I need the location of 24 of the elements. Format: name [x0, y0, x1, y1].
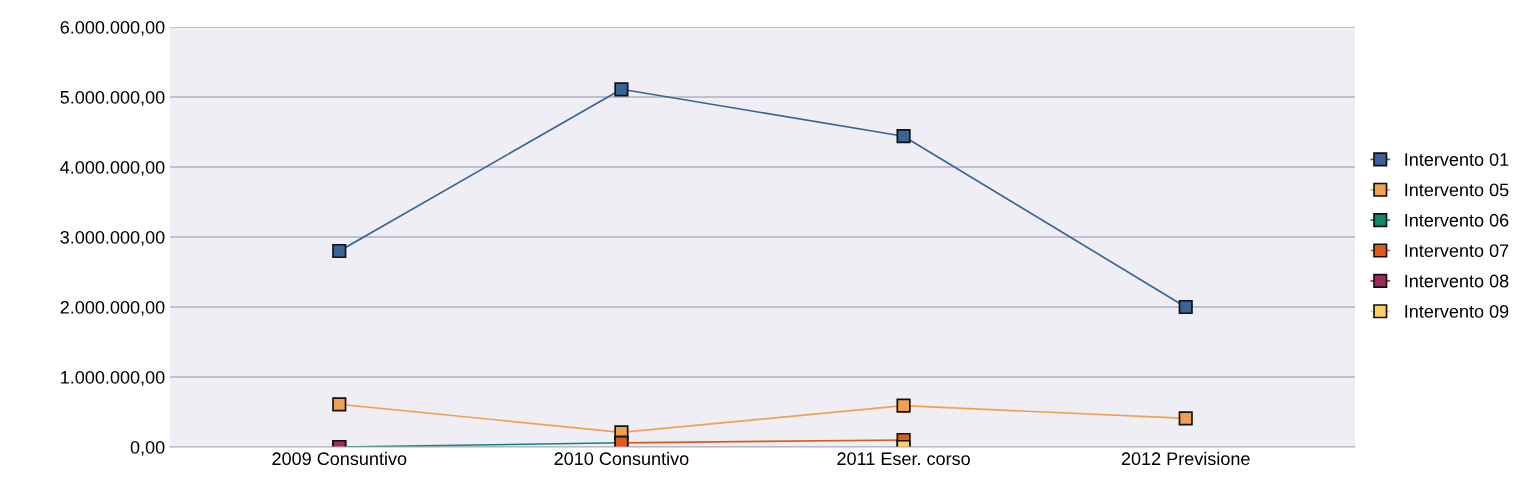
y-tick-label: 0,00: [130, 440, 165, 456]
point: [896, 129, 911, 144]
point: [332, 397, 347, 412]
legend-label: Intervento 05: [1405, 183, 1509, 197]
y-tick-label: 5.000.000,00: [60, 90, 165, 106]
x-tick-label: 2012 Previsione: [1121, 451, 1250, 466]
x-tick-label: 2011 Eser. corso: [837, 452, 970, 466]
point: [1178, 299, 1193, 315]
y-tick-label: 2.000.000,00: [60, 300, 165, 316]
legend-label: Intervento 09: [1405, 304, 1509, 318]
point: [332, 243, 347, 259]
legend-label: Intervento 06: [1405, 213, 1509, 227]
y-tick-label: 3.000.000,00: [60, 230, 165, 246]
legend-label: Intervento 08: [1405, 274, 1509, 288]
y-tick-label: 6.000.000,00: [60, 20, 165, 36]
x-tick-label: 2009 Consuntivo: [272, 451, 407, 466]
legend-label: Intervento 01: [1405, 153, 1509, 166]
x-tick-label: 2010 Consuntivo: [554, 451, 689, 466]
point: [1178, 411, 1193, 426]
y-tick-label: 1.000.000,00: [61, 370, 165, 386]
legend-label: Intervento 07: [1405, 244, 1509, 258]
y-tick-label: 4.000.000,00: [60, 160, 165, 176]
point: [896, 398, 911, 413]
point: [614, 82, 629, 97]
